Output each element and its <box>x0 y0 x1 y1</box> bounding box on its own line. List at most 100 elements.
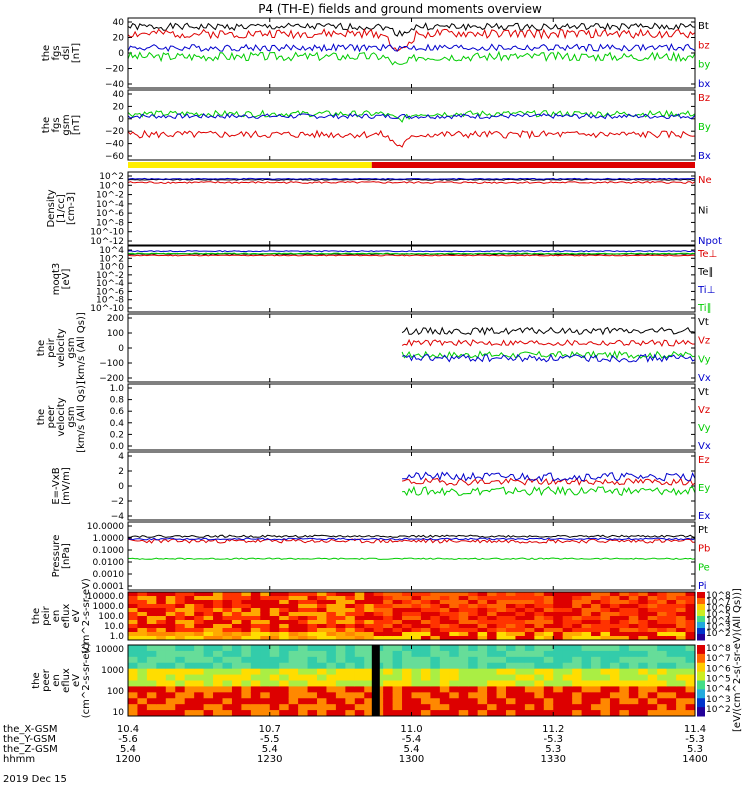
ylabel-line: dsl <box>61 46 72 60</box>
panel-peer-velocity-yticks: 1.0 0.80.6 0.40.2 0.0 <box>110 384 695 452</box>
series-line-by <box>127 50 696 66</box>
legend-label: Pt <box>698 525 708 536</box>
ytick-label: −60 <box>105 152 124 162</box>
ytick-label: 10^2 <box>99 172 124 182</box>
panel-frame <box>127 521 696 591</box>
legend-label: Ti∥ <box>697 303 712 314</box>
panel-peer-velocity-ylabel: the peer velocity gsm [km/s (All Qs)] <box>36 381 87 453</box>
panel-fgs-dsl-legend: Bt bz by bx <box>698 21 710 90</box>
series-line-Ni <box>127 178 696 181</box>
panel-peir-velocity-lines <box>401 326 696 363</box>
colorbar-label: [eV/(cm^2-s(-sr-eV)(All Qs))] <box>732 588 743 732</box>
panel-peir-velocity-legend: Vt Vz Vy Vx <box>698 317 711 384</box>
panel-temperature-ylabel: moqt3 [eV] <box>51 263 72 296</box>
ytick-label: 0 <box>118 49 124 59</box>
colorbar-tick-label: 10^7 <box>706 654 731 664</box>
ytick-label: 10 <box>113 708 125 718</box>
ylabel-line: en <box>51 610 62 623</box>
x-axis-row-value: 1200 <box>115 754 140 765</box>
panel-temperature-lines <box>127 250 696 257</box>
ylabel-line: gsm <box>61 114 72 135</box>
ytick-label: 200 <box>107 314 124 324</box>
ytick-label: 20 <box>113 34 125 44</box>
panel-frame <box>127 451 696 521</box>
ytick-label: 10^-8 <box>96 218 124 228</box>
ytick-label: 0 <box>118 115 124 125</box>
panel-efield-legend: Ez Ey Ex <box>698 455 710 522</box>
panel-density-lines <box>127 177 696 184</box>
legend-label: Vz <box>698 336 710 347</box>
legend-label: Vt <box>698 317 709 328</box>
ytick-label: −20 <box>105 65 124 75</box>
legend-label: Te⊥ <box>697 249 717 260</box>
x-axis-row-value: -5.4 <box>402 734 422 745</box>
ytick-label: 0.6 <box>110 407 125 417</box>
panel-peer-eflux-spectrogram <box>128 645 696 717</box>
series-line-Vz <box>401 338 696 348</box>
ytick-label: 20 <box>113 102 125 112</box>
x-axis-row-value: 5.4 <box>262 744 278 755</box>
panel-frame <box>127 89 696 161</box>
ytick-label: 10^-8 <box>96 296 124 306</box>
x-axis-row-value: 1400 <box>682 754 707 765</box>
x-axis-row-value: 1300 <box>399 754 424 765</box>
legend-label: Ez <box>698 455 710 466</box>
ylabel-line: Density <box>46 189 57 227</box>
ytick-label: 10^2 <box>99 254 124 264</box>
ylabel-line: [cm-3] <box>66 192 77 225</box>
ylabel-line: velocity <box>56 328 67 367</box>
ylabel-line: gsm <box>66 406 77 427</box>
x-axis-row-value: 11.2 <box>542 724 564 735</box>
panel-fgs-gsm-lines <box>127 109 696 148</box>
ylabel-line: fgs <box>51 117 62 132</box>
legend-label: Ni <box>698 206 708 217</box>
ytick-label: 1.0 <box>110 632 125 642</box>
ytick-label: 0.0010 <box>93 570 125 580</box>
ytick-label: 0.0100 <box>93 558 125 568</box>
colorbar-tick-label: 10^7 <box>706 597 731 607</box>
ylabel-line: E=-VxB <box>51 467 62 504</box>
series-line-Pe <box>127 557 696 560</box>
ytick-label: 0.2 <box>110 430 124 440</box>
panel-pressure-lines <box>127 534 696 560</box>
series-line-Bt <box>127 22 696 37</box>
panel-fgs-gsm-yticks: 40 20 0 −20 −40 −60 <box>105 90 695 162</box>
panel-peir-eflux: the peir en eflux eV (cm^2-s-sr-eV)10000.0100… <box>31 578 731 654</box>
x-axis-row-value: 11.0 <box>400 724 422 735</box>
ytick-label: 10.0 <box>104 622 124 632</box>
x-axis-row-value: 5.4 <box>404 744 420 755</box>
ylabel-line: [nT] <box>71 115 82 135</box>
colorbar-tick-label: 10^8 <box>706 644 731 654</box>
ytick-label: 1000 <box>101 666 124 676</box>
ylabel-line: the <box>36 340 47 356</box>
ytick-label: 100 <box>107 329 124 339</box>
series-line-Npot <box>127 177 696 180</box>
ylabel-line: eV <box>71 609 82 622</box>
series-line-By <box>127 109 696 123</box>
ytick-label: 4 <box>118 452 124 462</box>
ylabel-line: eflux <box>61 668 72 693</box>
x-axis-row-value: 1230 <box>257 754 282 765</box>
series-line-Vx <box>401 353 696 363</box>
ytick-label: 2 <box>118 467 124 477</box>
panel-density-ylabel: Density [1/cc] [cm-3] <box>46 189 77 227</box>
ytick-label: 10^-2 <box>96 191 124 201</box>
panel-efield-ylabel: E=-VxB [mV/m] <box>51 467 72 505</box>
legend-label: Ti⊥ <box>697 285 715 296</box>
ylabel-line: the <box>36 409 47 425</box>
ytick-label: 10.0000 <box>87 522 124 532</box>
colorbar-tick-label: 10^5 <box>706 610 731 620</box>
series-line-bz <box>127 27 696 52</box>
ytick-label: 0.0 <box>110 442 125 452</box>
ytick-label: 0 <box>118 482 124 492</box>
series-line-Ey <box>402 485 696 497</box>
ylabel-line: the <box>31 608 42 624</box>
ylabel-line: eflux <box>61 604 72 629</box>
ytick-label: 0.0001 <box>93 582 125 592</box>
legend-label: Npot <box>698 236 722 247</box>
legend-label: bz <box>698 40 710 51</box>
panel-temperature: moqt3 [eV]10^410^210^010^-210^-410^-610^-… <box>51 245 717 314</box>
ytick-label: −200 <box>99 374 124 384</box>
x-axis-row-label: the_Z-GSM <box>3 744 58 755</box>
panel-peir-velocity-yticks: 200 100 0 −100 −200 <box>99 314 695 384</box>
